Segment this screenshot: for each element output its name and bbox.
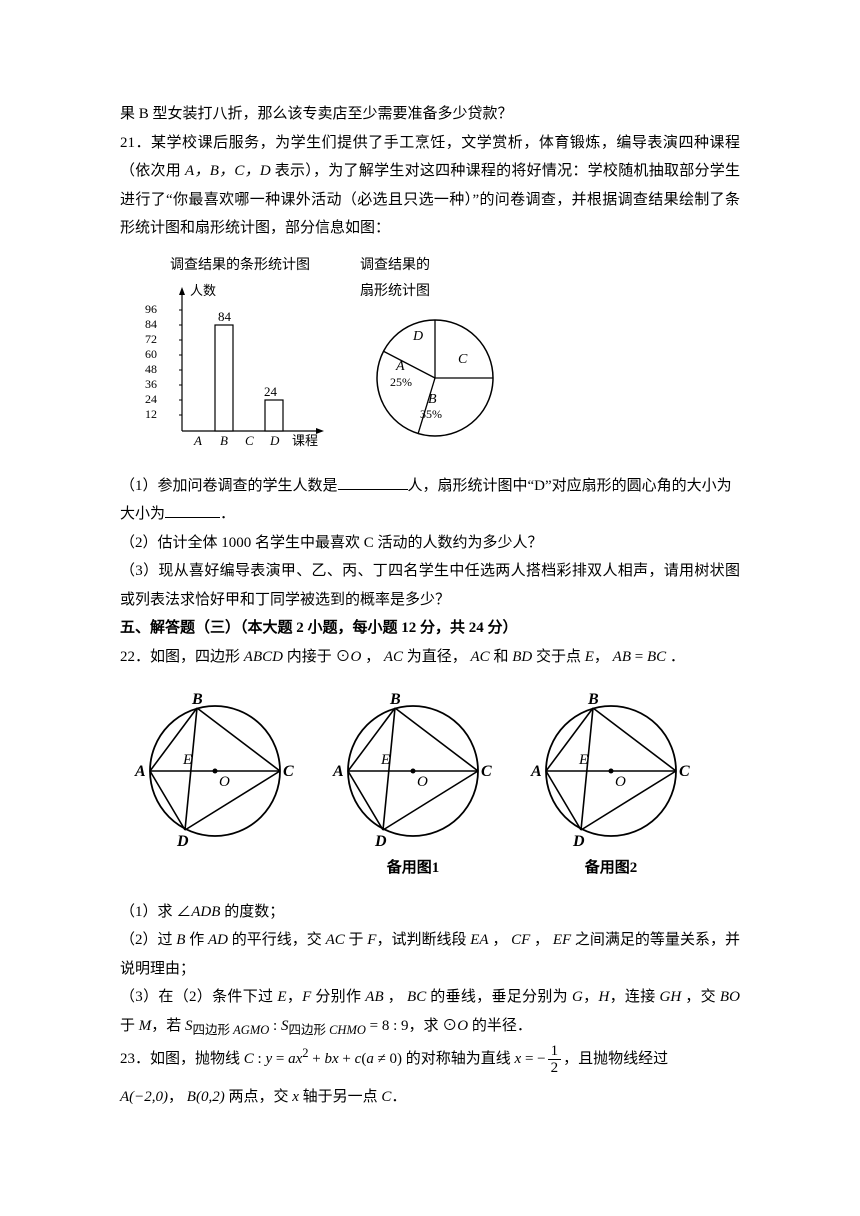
q23-pointB: B(0,2): [187, 1089, 225, 1105]
svg-text:B: B: [587, 691, 599, 708]
q21-sub3: （3）现从喜好编导表演甲、乙、丙、丁四名学生中任选两人搭档彩排双人相声，请用树状…: [120, 557, 740, 614]
bar-chart-svg: 人数 96 84 72 60 48 36 24 12 84 24 A B C D…: [140, 281, 330, 456]
svg-text:24: 24: [264, 384, 278, 399]
svg-text:O: O: [615, 774, 626, 790]
circle-fig-1: B A C D E O: [125, 686, 305, 883]
circle-fig-3: B A C D E O 备用图2: [521, 686, 701, 883]
svg-text:C: C: [679, 763, 690, 780]
bar-chart-block: 调查结果的条形统计图 人数 96 84 72 60 48 36 24 12 84…: [140, 253, 330, 467]
q21-stem: 21．某学校课后服务，为学生们提供了手工烹饪，文学赏析，体育锻炼，编导表演四种课…: [120, 129, 740, 243]
circle-fig-2: B A C D E O 备用图1: [323, 686, 503, 883]
svg-text:课程: 课程: [292, 433, 318, 448]
q23-stem: 23．如图，抛物线 C : y = ax2 + bx + c(a ≠ 0) 的对…: [120, 1042, 740, 1077]
q22-sub3: （3）在（2）条件下过 E，F 分别作 AB ， BC 的垂线，垂足分别为 G，…: [120, 983, 740, 1042]
svg-text:84: 84: [218, 309, 232, 324]
q21-sub1b: 人，扇形统计图中“D”对应扇形的圆心角的大小为: [408, 478, 732, 494]
intro-line: 果 B 型女装打八折，那么该专卖店至少需要准备多少贷款？: [120, 100, 740, 129]
fraction-half: 12: [548, 1043, 562, 1077]
caption-3: 备用图2: [585, 854, 638, 883]
q22-text: 如图，四边形 ABCD 内接于 ⊙O ， AC 为直径， AC 和 BD 交于点…: [150, 649, 685, 665]
q23-text3: ，且抛物线经过: [563, 1051, 668, 1067]
svg-text:B: B: [191, 691, 203, 708]
section5-heading: 五、解答题（三）（本大题 2 小题，每小题 12 分，共 24 分）: [120, 614, 740, 643]
svg-text:D: D: [176, 833, 189, 850]
svg-text:24: 24: [145, 392, 157, 406]
q21-sub1a: （1）参加问卷调查的学生人数是: [120, 478, 338, 494]
q21-sub1: （1）参加问卷调查的学生人数是 人，扇形统计图中“D”对应扇形的圆心角的大小为: [120, 472, 740, 501]
svg-text:96: 96: [145, 302, 157, 316]
q21-abcd: A，B，C，D: [185, 163, 271, 179]
blank-1: [338, 475, 408, 490]
svg-text:A: A: [193, 433, 202, 448]
svg-text:B: B: [389, 691, 401, 708]
q23-sep: ，: [168, 1089, 187, 1105]
q22-stem: 22．如图，四边形 ABCD 内接于 ⊙O ， AC 为直径， AC 和 BD …: [120, 643, 740, 672]
q21-sub1c: ．: [220, 506, 235, 522]
q23-line2: A(−2,0)， B(0,2) 两点，交 x 轴于另一点 C．: [120, 1083, 740, 1112]
svg-text:A: A: [395, 359, 405, 374]
svg-text:35%: 35%: [420, 407, 442, 421]
pie-chart-title: 调查结果的扇形统计图: [360, 253, 510, 306]
q21-sub2: （2）估计全体 1000 名学生中最喜欢 C 活动的人数约为多少人？: [120, 529, 740, 558]
svg-text:E: E: [182, 752, 192, 768]
svg-text:C: C: [245, 433, 254, 448]
svg-text:B: B: [428, 392, 437, 407]
circle-svg-3: B A C D E O: [521, 686, 701, 851]
svg-text:O: O: [417, 774, 428, 790]
q21-sub1-line2: 大小为 ．: [120, 500, 740, 529]
frac-num: 1: [548, 1043, 562, 1061]
svg-text:25%: 25%: [390, 375, 412, 389]
svg-text:A: A: [134, 763, 146, 780]
q23-number: 23．: [120, 1051, 150, 1067]
svg-text:84: 84: [145, 317, 157, 331]
pie-chart-block: 调查结果的扇形统计图 D A 25% B 35% C: [360, 253, 510, 459]
svg-text:48: 48: [145, 362, 157, 376]
svg-text:C: C: [481, 763, 492, 780]
frac-den: 2: [548, 1060, 562, 1077]
q23-pointA: A(−2,0): [120, 1089, 168, 1105]
caption-2: 备用图1: [387, 854, 440, 883]
circle-svg-1: B A C D E O: [125, 686, 305, 851]
chart-row: 调查结果的条形统计图 人数 96 84 72 60 48 36 24 12 84…: [140, 253, 740, 467]
intro-text: 果 B 型女装打八折，那么该专卖店至少需要准备多少贷款？: [120, 106, 513, 122]
svg-text:E: E: [578, 752, 588, 768]
svg-text:C: C: [458, 352, 468, 367]
q22-sub2: （2）过 B 作 AD 的平行线，交 AC 于 F，试判断线段 EA ， CF …: [120, 926, 740, 983]
svg-text:D: D: [572, 833, 585, 850]
svg-text:D: D: [269, 433, 280, 448]
circle-svg-2: B A C D E O: [323, 686, 503, 851]
svg-text:A: A: [530, 763, 542, 780]
y-label: 人数: [190, 283, 216, 298]
q22-sub1: （1）求 ∠ADB 的度数；: [120, 898, 740, 927]
bar-chart-title: 调查结果的条形统计图: [140, 253, 330, 280]
q22-number: 22．: [120, 649, 150, 665]
pie-chart-svg: D A 25% B 35% C: [360, 308, 510, 448]
svg-text:B: B: [220, 433, 228, 448]
svg-text:D: D: [374, 833, 387, 850]
svg-text:O: O: [219, 774, 230, 790]
q21-sub1-cont: 大小为: [120, 506, 165, 522]
svg-text:60: 60: [145, 347, 157, 361]
svg-text:72: 72: [145, 332, 157, 346]
svg-text:C: C: [283, 763, 294, 780]
svg-text:36: 36: [145, 377, 157, 391]
q23-text1: 如图，抛物线 C : y = ax2 + bx + c(a ≠ 0) 的对称轴为…: [150, 1051, 546, 1067]
q23-line2d: 两点，交 x 轴于另一点 C．: [225, 1089, 407, 1105]
blank-2: [165, 503, 220, 518]
svg-text:A: A: [332, 763, 344, 780]
svg-text:E: E: [380, 752, 390, 768]
q21-number: 21．: [120, 135, 151, 151]
svg-text:12: 12: [145, 407, 157, 421]
svg-text:D: D: [412, 329, 423, 344]
circle-figures-row: B A C D E O B A C D: [125, 686, 740, 883]
